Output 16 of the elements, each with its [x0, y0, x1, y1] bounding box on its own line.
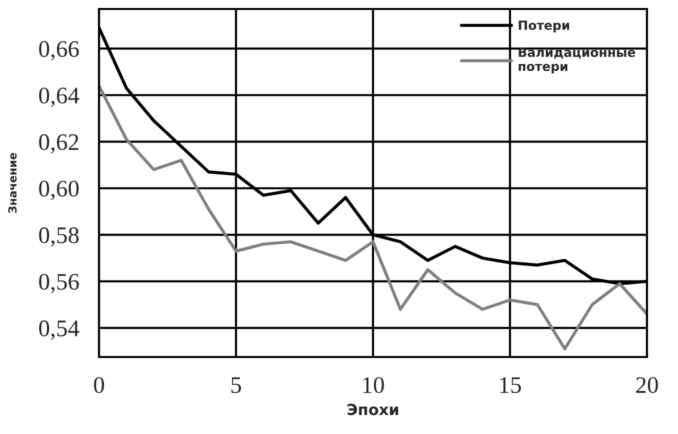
- legend-label: Валидационные потери: [518, 48, 636, 74]
- x-tick-label: 15: [500, 377, 521, 394]
- y-tick-label: 0,60: [39, 180, 79, 200]
- x-tick-label: 20: [636, 377, 658, 394]
- y-tick-label: 0,58: [39, 227, 79, 247]
- x-axis-title: Эпохи: [348, 404, 398, 416]
- y-tick-label: 0,66: [39, 41, 79, 60]
- x-tick-label: 0: [94, 377, 104, 394]
- y-tick-label: 0,64: [39, 88, 80, 107]
- y-tick-label: 0,54: [39, 320, 80, 340]
- y-tick-label: 0,56: [39, 274, 79, 294]
- x-tick-label: 5: [231, 377, 241, 394]
- legend-label: Потери: [518, 20, 570, 32]
- y-tick-label: 0,62: [39, 134, 78, 154]
- y-axis-title: Значение: [8, 152, 17, 213]
- x-tick-label: 10: [363, 377, 384, 394]
